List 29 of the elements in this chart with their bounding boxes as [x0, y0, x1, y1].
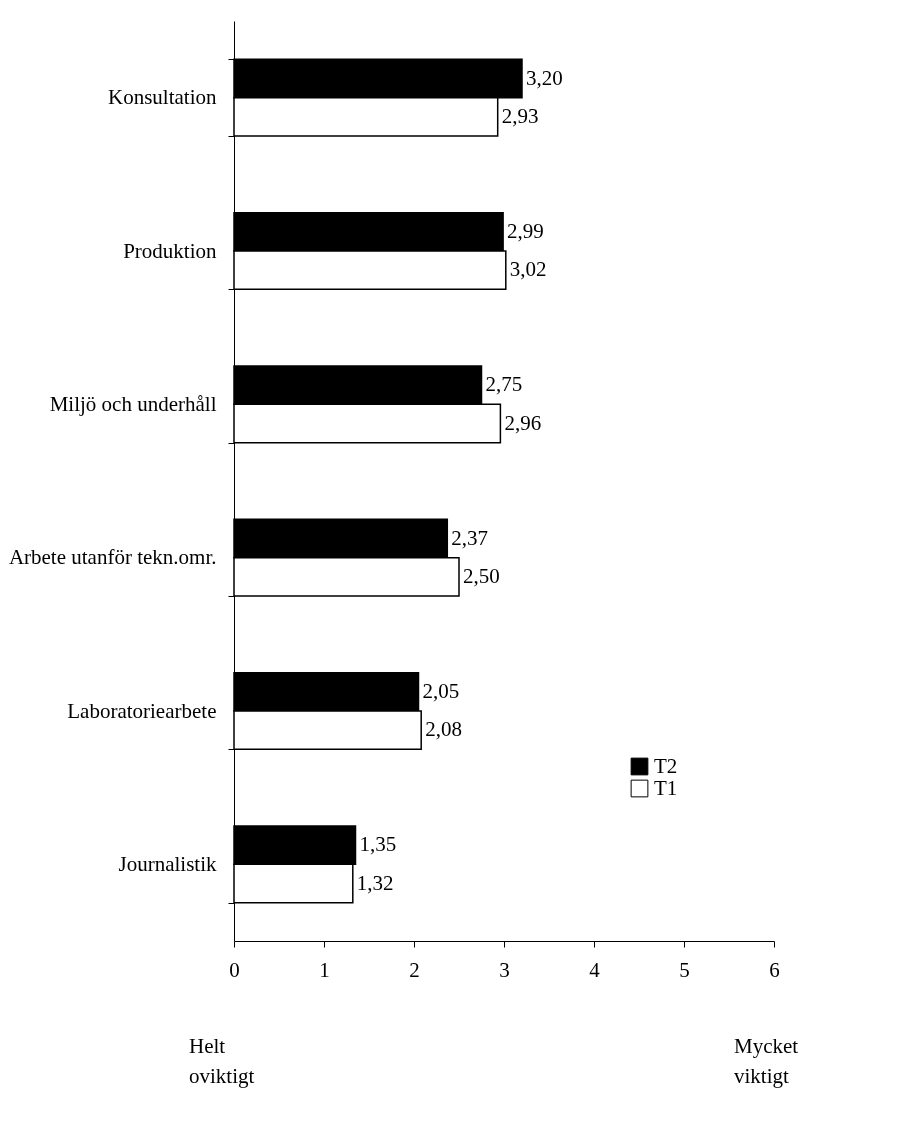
data-label: 2,99	[507, 218, 544, 243]
data-label: 2,50	[463, 563, 500, 588]
text: Mycket viktigt	[734, 1034, 799, 1088]
y-tick-label: Journalistik	[118, 851, 217, 876]
x-tick-label: 0	[229, 957, 240, 982]
y-tick-label: Produktion	[123, 238, 217, 263]
y-tick-label: Laboratoriearbete	[67, 698, 217, 723]
y-tick-label: Konsultation	[108, 85, 217, 110]
text: Helt oviktigt	[189, 1034, 255, 1088]
data-label: 2,93	[501, 103, 539, 128]
data-label: 3,02	[509, 257, 547, 282]
x-tick-label: 1	[319, 957, 330, 982]
data-label: 2,08	[425, 717, 462, 742]
data-label: 2,37	[451, 525, 489, 550]
data-label: 1,32	[356, 870, 394, 895]
x-tick-label: 6	[769, 957, 780, 982]
legend-label: T1	[654, 775, 678, 800]
data-label: 2,96	[504, 410, 542, 435]
x-tick-label: 2	[409, 957, 420, 982]
x-tick-label: 5	[679, 957, 690, 982]
y-tick-label: Miljö och underhåll	[49, 391, 217, 416]
x-tick-label: 3	[499, 957, 510, 982]
legend-label: T2	[654, 753, 678, 778]
y-tick-label: Arbete utanför tekn.omr.	[8, 545, 217, 570]
x-tick-label: 4	[589, 957, 601, 982]
data-label: 2,75	[485, 372, 523, 397]
data-label: 1,35	[359, 832, 397, 857]
data-label: 3,20	[526, 65, 563, 90]
data-label: 2,05	[422, 678, 460, 703]
